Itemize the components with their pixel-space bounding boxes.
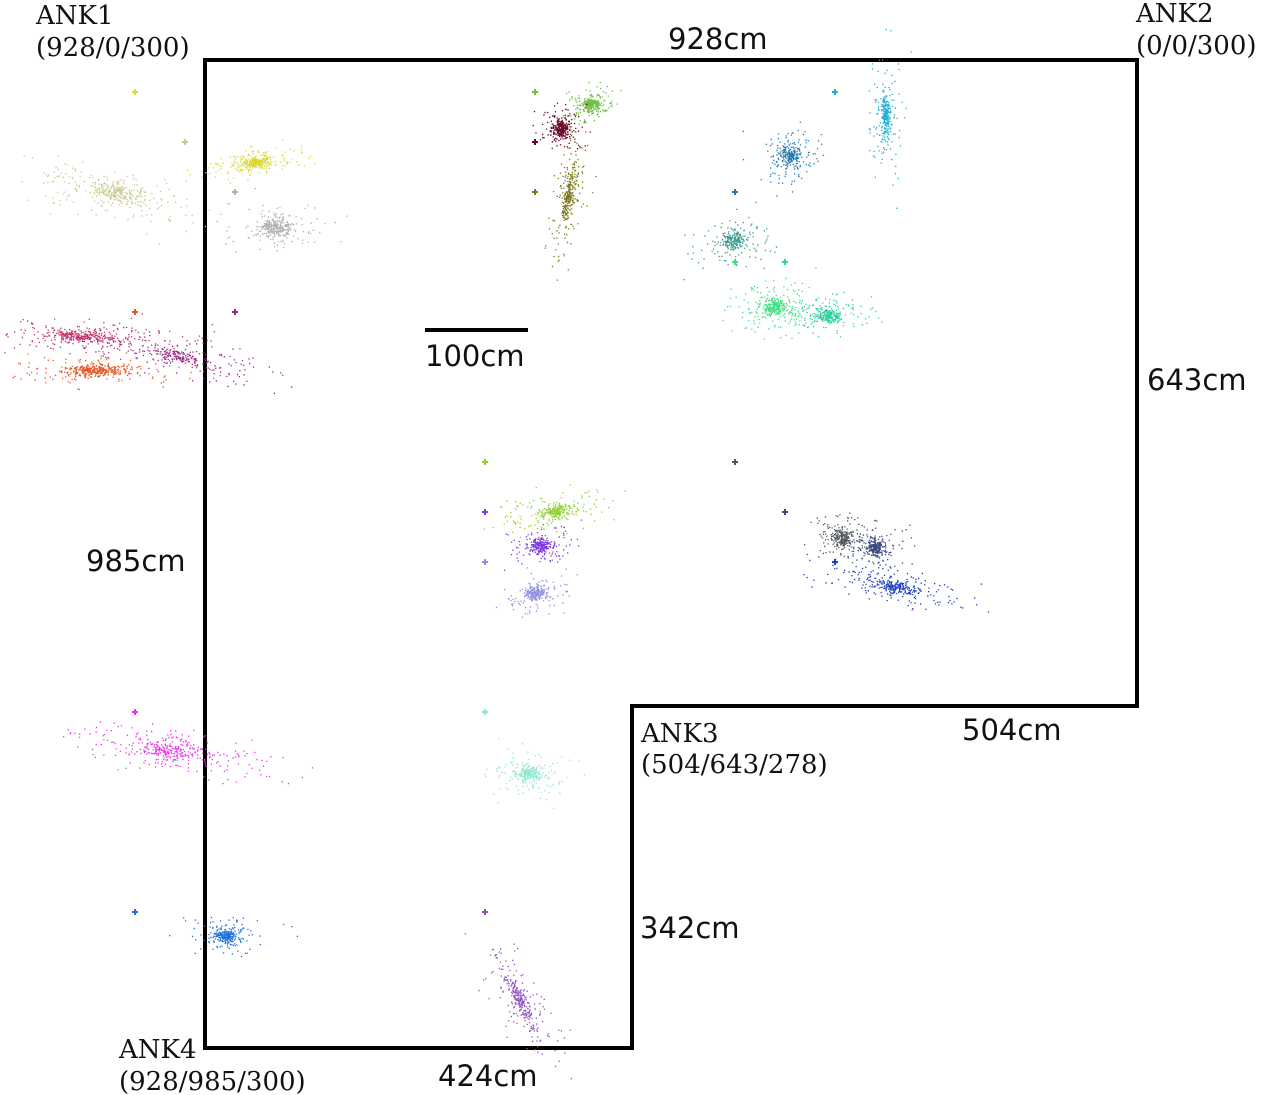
anchor-2-name: ANK2 xyxy=(1135,0,1214,29)
cluster-14 xyxy=(782,259,883,338)
cluster-points-8 xyxy=(532,102,591,150)
anchor-4-name: ANK4 xyxy=(118,1035,197,1065)
reference-point-10 xyxy=(832,89,838,95)
cluster-10 xyxy=(832,29,912,209)
reference-point-14 xyxy=(782,259,788,265)
cluster-points-10 xyxy=(868,29,912,209)
anchor-1-coords: (928/0/300) xyxy=(36,33,190,63)
cluster-points-2 xyxy=(21,155,229,245)
reference-point-22 xyxy=(482,709,488,715)
cluster-20 xyxy=(803,555,990,613)
cluster-points-4 xyxy=(4,313,216,355)
anchor-3-name: ANK3 xyxy=(640,719,719,749)
cluster-points-24 xyxy=(464,933,572,1080)
cluster-22 xyxy=(482,709,586,809)
room-outline xyxy=(203,58,1139,1050)
cluster-points-16 xyxy=(503,519,583,571)
reference-point-18 xyxy=(732,459,738,465)
reference-point-13 xyxy=(732,259,738,265)
cluster-24 xyxy=(464,909,572,1080)
cluster-points-13 xyxy=(722,277,838,340)
cluster-points-3 xyxy=(216,187,348,253)
cluster-points-17 xyxy=(495,567,578,618)
cluster-points-22 xyxy=(484,738,586,809)
cluster-points-23 xyxy=(169,916,298,958)
reference-point-6 xyxy=(232,309,238,315)
reference-point-24 xyxy=(482,909,488,915)
anchor-2-coords: (0/0/300) xyxy=(1136,31,1257,61)
cluster-7 xyxy=(532,81,622,128)
dimension-bottom: 424cm xyxy=(438,1059,538,1093)
reference-point-5 xyxy=(132,309,138,315)
cluster-points-12 xyxy=(683,195,778,281)
dimension-right: 643cm xyxy=(1147,363,1247,397)
reference-point-11 xyxy=(732,189,738,195)
reference-point-20 xyxy=(832,559,838,565)
cluster-points-21 xyxy=(63,721,314,785)
measurement-clusters xyxy=(4,29,990,1080)
cluster-12 xyxy=(683,195,778,281)
cluster-18 xyxy=(732,459,890,573)
cluster-points-5 xyxy=(12,352,221,391)
reference-point-8 xyxy=(532,139,538,145)
cluster-points-19 xyxy=(843,512,916,580)
dimension-step: 504cm xyxy=(962,713,1062,747)
reference-point-16 xyxy=(482,509,488,515)
cluster-23 xyxy=(132,909,298,958)
cluster-points-7 xyxy=(562,81,622,128)
cluster-1 xyxy=(132,89,316,184)
reference-point-19 xyxy=(782,509,788,515)
cluster-21 xyxy=(63,709,314,785)
dimension-top: 928cm xyxy=(668,22,768,56)
cluster-2 xyxy=(21,139,229,245)
anchor-3-coords: (504/643/278) xyxy=(641,750,828,780)
cluster-points-18 xyxy=(804,514,890,573)
scale-bar-label: 100cm xyxy=(425,339,525,373)
cluster-6 xyxy=(27,309,293,395)
cluster-8 xyxy=(532,102,591,150)
anchor-4-coords: (928/985/300) xyxy=(119,1067,306,1095)
dimension-left: 985cm xyxy=(86,544,186,578)
reference-point-3 xyxy=(232,189,238,195)
cluster-points-20 xyxy=(803,555,990,613)
reference-point-9 xyxy=(532,189,538,195)
reference-point-21 xyxy=(132,709,138,715)
cluster-15 xyxy=(482,459,626,538)
cluster-points-15 xyxy=(483,484,626,538)
cluster-points-9 xyxy=(544,109,599,281)
cluster-3 xyxy=(216,187,348,253)
reference-point-15 xyxy=(482,459,488,465)
dimension-inner: 342cm xyxy=(640,911,740,945)
cluster-9 xyxy=(532,109,599,281)
cluster-5 xyxy=(12,309,221,391)
cluster-11 xyxy=(732,121,825,195)
anchor-1-name: ANK1 xyxy=(35,1,114,31)
cluster-16 xyxy=(482,509,583,571)
reference-point-7 xyxy=(532,89,538,95)
reference-point-2 xyxy=(182,139,188,145)
cluster-13 xyxy=(722,259,838,340)
cluster-19 xyxy=(782,509,916,580)
reference-point-1 xyxy=(132,89,138,95)
cluster-points-11 xyxy=(742,121,825,193)
cluster-4 xyxy=(4,309,216,355)
reference-point-23 xyxy=(132,909,138,915)
reference-point-17 xyxy=(482,559,488,565)
cluster-17 xyxy=(482,559,578,618)
